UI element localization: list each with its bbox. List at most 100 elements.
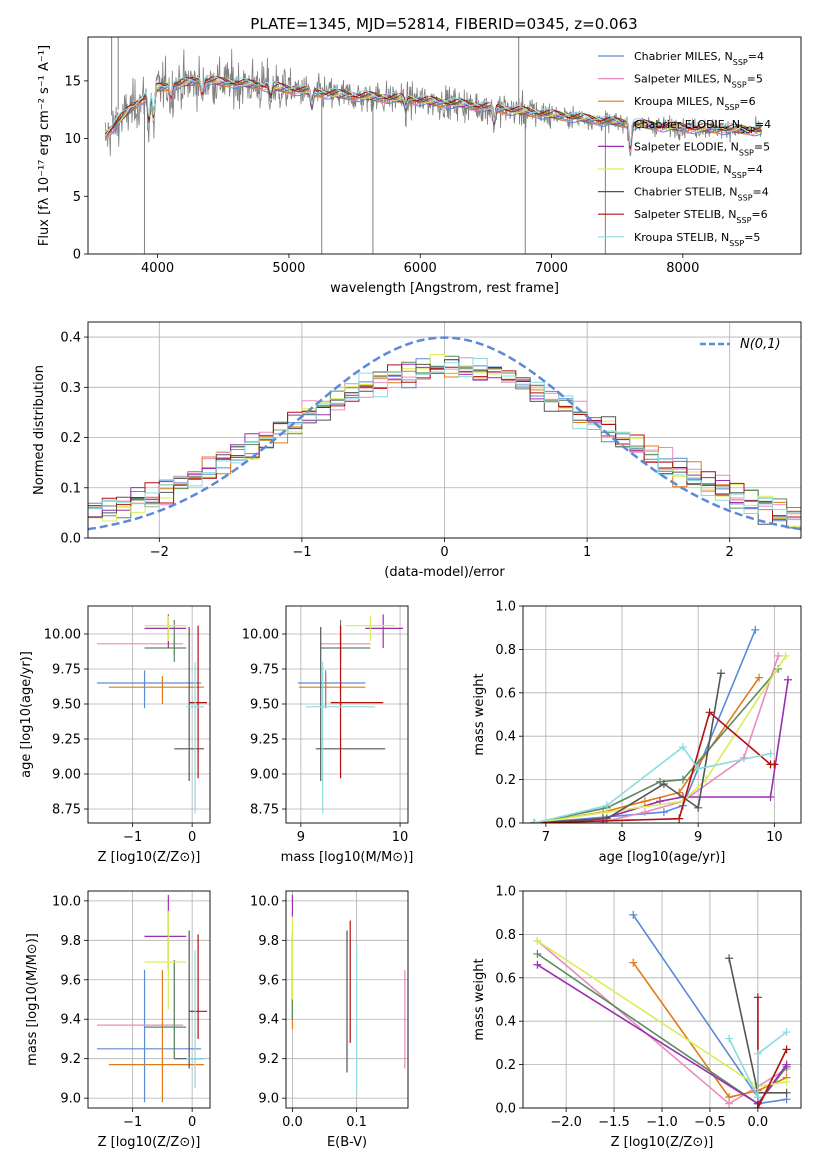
spectrum-legend: Chabrier MILES, NSSP=4 Salpeter MILES, NS… xyxy=(598,50,771,247)
series-marker-6 xyxy=(782,1088,791,1097)
series-line-1 xyxy=(534,655,779,823)
x-axis-label: Z [log10(Z/Z⊙)] xyxy=(611,1135,714,1150)
tick-label-x: 6000 xyxy=(404,261,437,276)
series-marker-7 xyxy=(753,993,762,1002)
tick-label-y: 9.75 xyxy=(52,663,81,678)
tick-label-y: 0.6 xyxy=(495,971,516,986)
tick-label-y: 9.8 xyxy=(258,934,279,949)
tick-label-y: 9.2 xyxy=(258,1052,279,1067)
tick-label-y: 8.75 xyxy=(52,803,81,818)
series-marker-8 xyxy=(602,801,611,810)
y-axis-label: Normed distribution xyxy=(32,365,47,495)
series-marker-2 xyxy=(640,797,649,806)
series-marker-5 xyxy=(533,936,542,945)
model-spectrum-4 xyxy=(104,77,762,146)
legend-label-1: Salpeter MILES, NSSP=5 xyxy=(634,73,763,90)
series-marker-6 xyxy=(717,669,726,678)
axes-frame xyxy=(522,890,802,1109)
axes-frame xyxy=(285,890,409,1109)
series-marker-8 xyxy=(530,819,539,823)
series-marker-7 xyxy=(753,1104,762,1108)
series-marker-7 xyxy=(675,814,684,823)
y-axis-label: mass [log10(M/M⊙)] xyxy=(25,933,40,1066)
series-line-7 xyxy=(757,997,788,1108)
legend-label-6: Chabrier STELIB, NSSP=4 xyxy=(634,186,769,203)
series-marker-4 xyxy=(782,1060,791,1069)
axes-frame xyxy=(285,605,409,824)
series-marker-8 xyxy=(782,1028,791,1037)
series-marker-4 xyxy=(784,675,793,684)
tick-label-y: 15 xyxy=(64,74,81,89)
tick-label-y: 10.0 xyxy=(52,894,81,909)
axes-mass_vs_ebv: 0.0 0.1 9.0 9.2 9.4 9.6 9.8 10.0 E(B-V) xyxy=(250,890,409,1150)
axes-frame xyxy=(522,605,802,824)
y-axis-label: mass weight xyxy=(472,958,487,1040)
tick-label-x: 10 xyxy=(392,830,409,845)
series-marker-8 xyxy=(725,1034,734,1043)
tick-label-y: 9.4 xyxy=(258,1013,279,1028)
tick-label-y: 0.0 xyxy=(495,817,516,832)
tick-label-y: 9.6 xyxy=(60,973,81,988)
tick-label-y: 5 xyxy=(73,190,81,205)
plot-marks-age_vs_mass xyxy=(297,614,404,814)
plot-marks-age_vs_Z xyxy=(96,614,208,814)
x-axis-label: (data-model)/error xyxy=(384,565,505,580)
tick-label-x: −2.0 xyxy=(550,1115,582,1130)
tick-label-x: 7000 xyxy=(535,261,568,276)
tick-label-x: 0.1 xyxy=(346,1115,367,1130)
tick-label-x: −1 xyxy=(123,1115,142,1130)
observed-spectrum xyxy=(104,48,762,157)
series-marker-1 xyxy=(640,808,649,817)
tick-label-x: 8000 xyxy=(666,261,699,276)
tick-label-y: 1.0 xyxy=(495,885,516,900)
series-marker-6 xyxy=(694,803,703,812)
series-marker-3 xyxy=(678,775,687,784)
tick-label-y: 9.00 xyxy=(52,768,81,783)
tick-label-y: 0.0 xyxy=(495,1102,516,1117)
tick-label-y: 9.6 xyxy=(258,973,279,988)
tick-label-y: 10 xyxy=(64,132,81,147)
tick-label-x: 1 xyxy=(583,545,591,560)
tick-label-y: 9.25 xyxy=(250,733,279,748)
tick-label-x: 7 xyxy=(542,830,550,845)
axes-frame xyxy=(87,36,802,255)
legend-label-4: Salpeter ELODIE, NSSP=5 xyxy=(634,140,770,157)
tick-label-y: 9.50 xyxy=(52,698,81,713)
tick-label-y: 0 xyxy=(73,248,81,263)
tick-label-x: 0 xyxy=(188,1115,196,1130)
series-marker-5 xyxy=(781,651,790,660)
tick-label-x: −1 xyxy=(292,545,311,560)
axes-frame xyxy=(87,890,211,1109)
tick-label-y: 0.3 xyxy=(60,381,81,396)
series-marker-3 xyxy=(533,949,542,958)
series-marker-7 xyxy=(782,1045,791,1054)
tick-label-y: 0.8 xyxy=(495,928,516,943)
tick-label-y: 9.4 xyxy=(60,1013,81,1028)
tick-label-y: 0.4 xyxy=(495,730,516,745)
x-axis-label: wavelength [Angstrom, rest frame] xyxy=(330,281,559,296)
y-axis-label: age [log10(age/yr)] xyxy=(19,651,34,778)
tick-label-y: 1.0 xyxy=(495,600,516,615)
series-marker-0 xyxy=(659,808,668,817)
y-axis-label: mass weight xyxy=(472,673,487,755)
tick-label-x: 2 xyxy=(726,545,734,560)
histogram-8 xyxy=(88,358,801,521)
tick-label-y: 10.0 xyxy=(250,894,279,909)
tick-label-y: 0.2 xyxy=(495,1058,516,1073)
legend-label-5: Kroupa ELODIE, NSSP=4 xyxy=(634,163,763,180)
axes-age_vs_Z: −1 0 8.75 9.00 9.25 9.50 9.75 10.00 Z [log10(Z/Z… xyxy=(19,605,211,865)
tick-label-y: 9.00 xyxy=(250,768,279,783)
tick-label-x: 4000 xyxy=(141,261,174,276)
tick-label-x: −1.5 xyxy=(598,1115,630,1130)
legend-label-2: Kroupa MILES, NSSP=6 xyxy=(634,95,756,112)
series-marker-7 xyxy=(770,760,779,769)
series-marker-8 xyxy=(753,1049,762,1058)
figure-title: PLATE=1345, MJD=52814, FIBERID=0345, z=0… xyxy=(250,15,637,33)
series-marker-4 xyxy=(533,960,542,969)
tick-label-y: 0.1 xyxy=(60,481,81,496)
tick-label-y: 0.2 xyxy=(60,431,81,446)
tick-label-y: 0.6 xyxy=(495,686,516,701)
